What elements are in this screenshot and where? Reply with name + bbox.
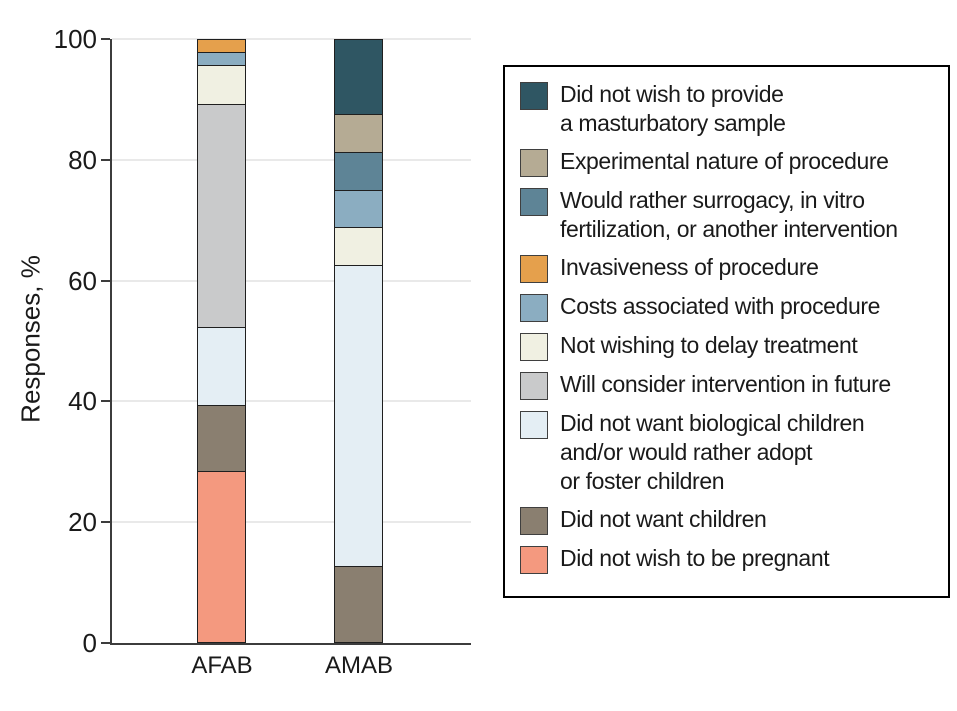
- legend-item: Costs associated with procedure: [520, 293, 940, 322]
- bar-segment: [335, 190, 382, 229]
- legend-item: Invasiveness of procedure: [520, 254, 940, 283]
- legend-swatch: [520, 507, 548, 535]
- legend-label: Not wishing to delay treatment: [560, 332, 858, 358]
- y-tick-mark: [101, 279, 110, 282]
- legend-label: Did not want biological children and/or …: [560, 410, 865, 494]
- y-tick-mark: [101, 521, 110, 524]
- legend: Did not wish to provide a masturbatory s…: [503, 65, 950, 598]
- legend-item: Experimental nature of procedure: [520, 148, 940, 177]
- bar-segment: [335, 152, 382, 191]
- y-tick-label: 20: [68, 507, 97, 538]
- gridline: [112, 400, 471, 403]
- legend-swatch: [520, 255, 548, 283]
- x-axis: AFAB AMAB: [112, 652, 471, 684]
- legend-swatch: [520, 333, 548, 361]
- legend-item: Not wishing to delay treatment: [520, 332, 940, 361]
- y-tick-mark: [101, 38, 110, 40]
- legend-swatch: [520, 411, 548, 439]
- x-tick-label-amab: AMAB: [324, 652, 394, 679]
- legend-label: Costs associated with procedure: [560, 293, 880, 319]
- legend-swatch: [520, 82, 548, 110]
- legend-label: Invasiveness of procedure: [560, 254, 819, 280]
- legend-label: Experimental nature of procedure: [560, 148, 889, 174]
- gridline: [112, 158, 471, 161]
- bar-segment: [335, 566, 382, 642]
- y-tick-mark: [101, 400, 110, 403]
- y-tick-label: 60: [68, 265, 97, 296]
- y-tick-label: 40: [68, 386, 97, 417]
- bar-segment: [198, 66, 245, 106]
- bar-afab: [197, 39, 246, 643]
- legend-item: Did not wish to provide a masturbatory s…: [520, 81, 940, 138]
- bar-segment: [335, 228, 382, 266]
- y-tick-label: 100: [53, 24, 97, 54]
- gridline: [112, 521, 471, 524]
- bar-amab: [334, 39, 383, 643]
- legend-swatch: [520, 372, 548, 400]
- legend-swatch: [520, 294, 548, 322]
- y-tick-mark: [101, 642, 110, 644]
- bar-segment: [335, 115, 382, 153]
- bar-segment: [198, 105, 245, 328]
- legend-label: Did not wish to be pregnant: [560, 545, 830, 571]
- gridline: [112, 38, 471, 40]
- legend-label: Will consider intervention in future: [560, 371, 891, 397]
- bar-segment: [198, 40, 245, 54]
- bar-segment: [335, 265, 382, 567]
- legend-item: Did not want biological children and/or …: [520, 410, 940, 496]
- legend-item: Did not wish to be pregnant: [520, 545, 940, 574]
- bar-segment: [198, 406, 245, 472]
- bar-segment: [198, 327, 245, 407]
- bar-segment: [198, 471, 245, 642]
- plot-area: [110, 38, 471, 645]
- y-tick-label: 0: [82, 628, 97, 658]
- legend-label: Did not want children: [560, 506, 767, 532]
- y-tick-mark: [101, 158, 110, 161]
- legend-label: Would rather surrogacy, in vitro fertili…: [560, 187, 898, 242]
- legend-item: Would rather surrogacy, in vitro fertili…: [520, 187, 940, 244]
- legend-label: Did not wish to provide a masturbatory s…: [560, 81, 786, 136]
- gridline: [112, 279, 471, 282]
- x-tick-label-afab: AFAB: [191, 652, 253, 679]
- legend-swatch: [520, 149, 548, 177]
- bar-segment: [198, 53, 245, 67]
- legend-item: Did not want children: [520, 506, 940, 535]
- legend-swatch: [520, 546, 548, 574]
- y-tick-label: 80: [68, 144, 97, 175]
- legend-swatch: [520, 188, 548, 216]
- legend-item: Will consider intervention in future: [520, 371, 940, 400]
- bar-segment: [335, 40, 382, 116]
